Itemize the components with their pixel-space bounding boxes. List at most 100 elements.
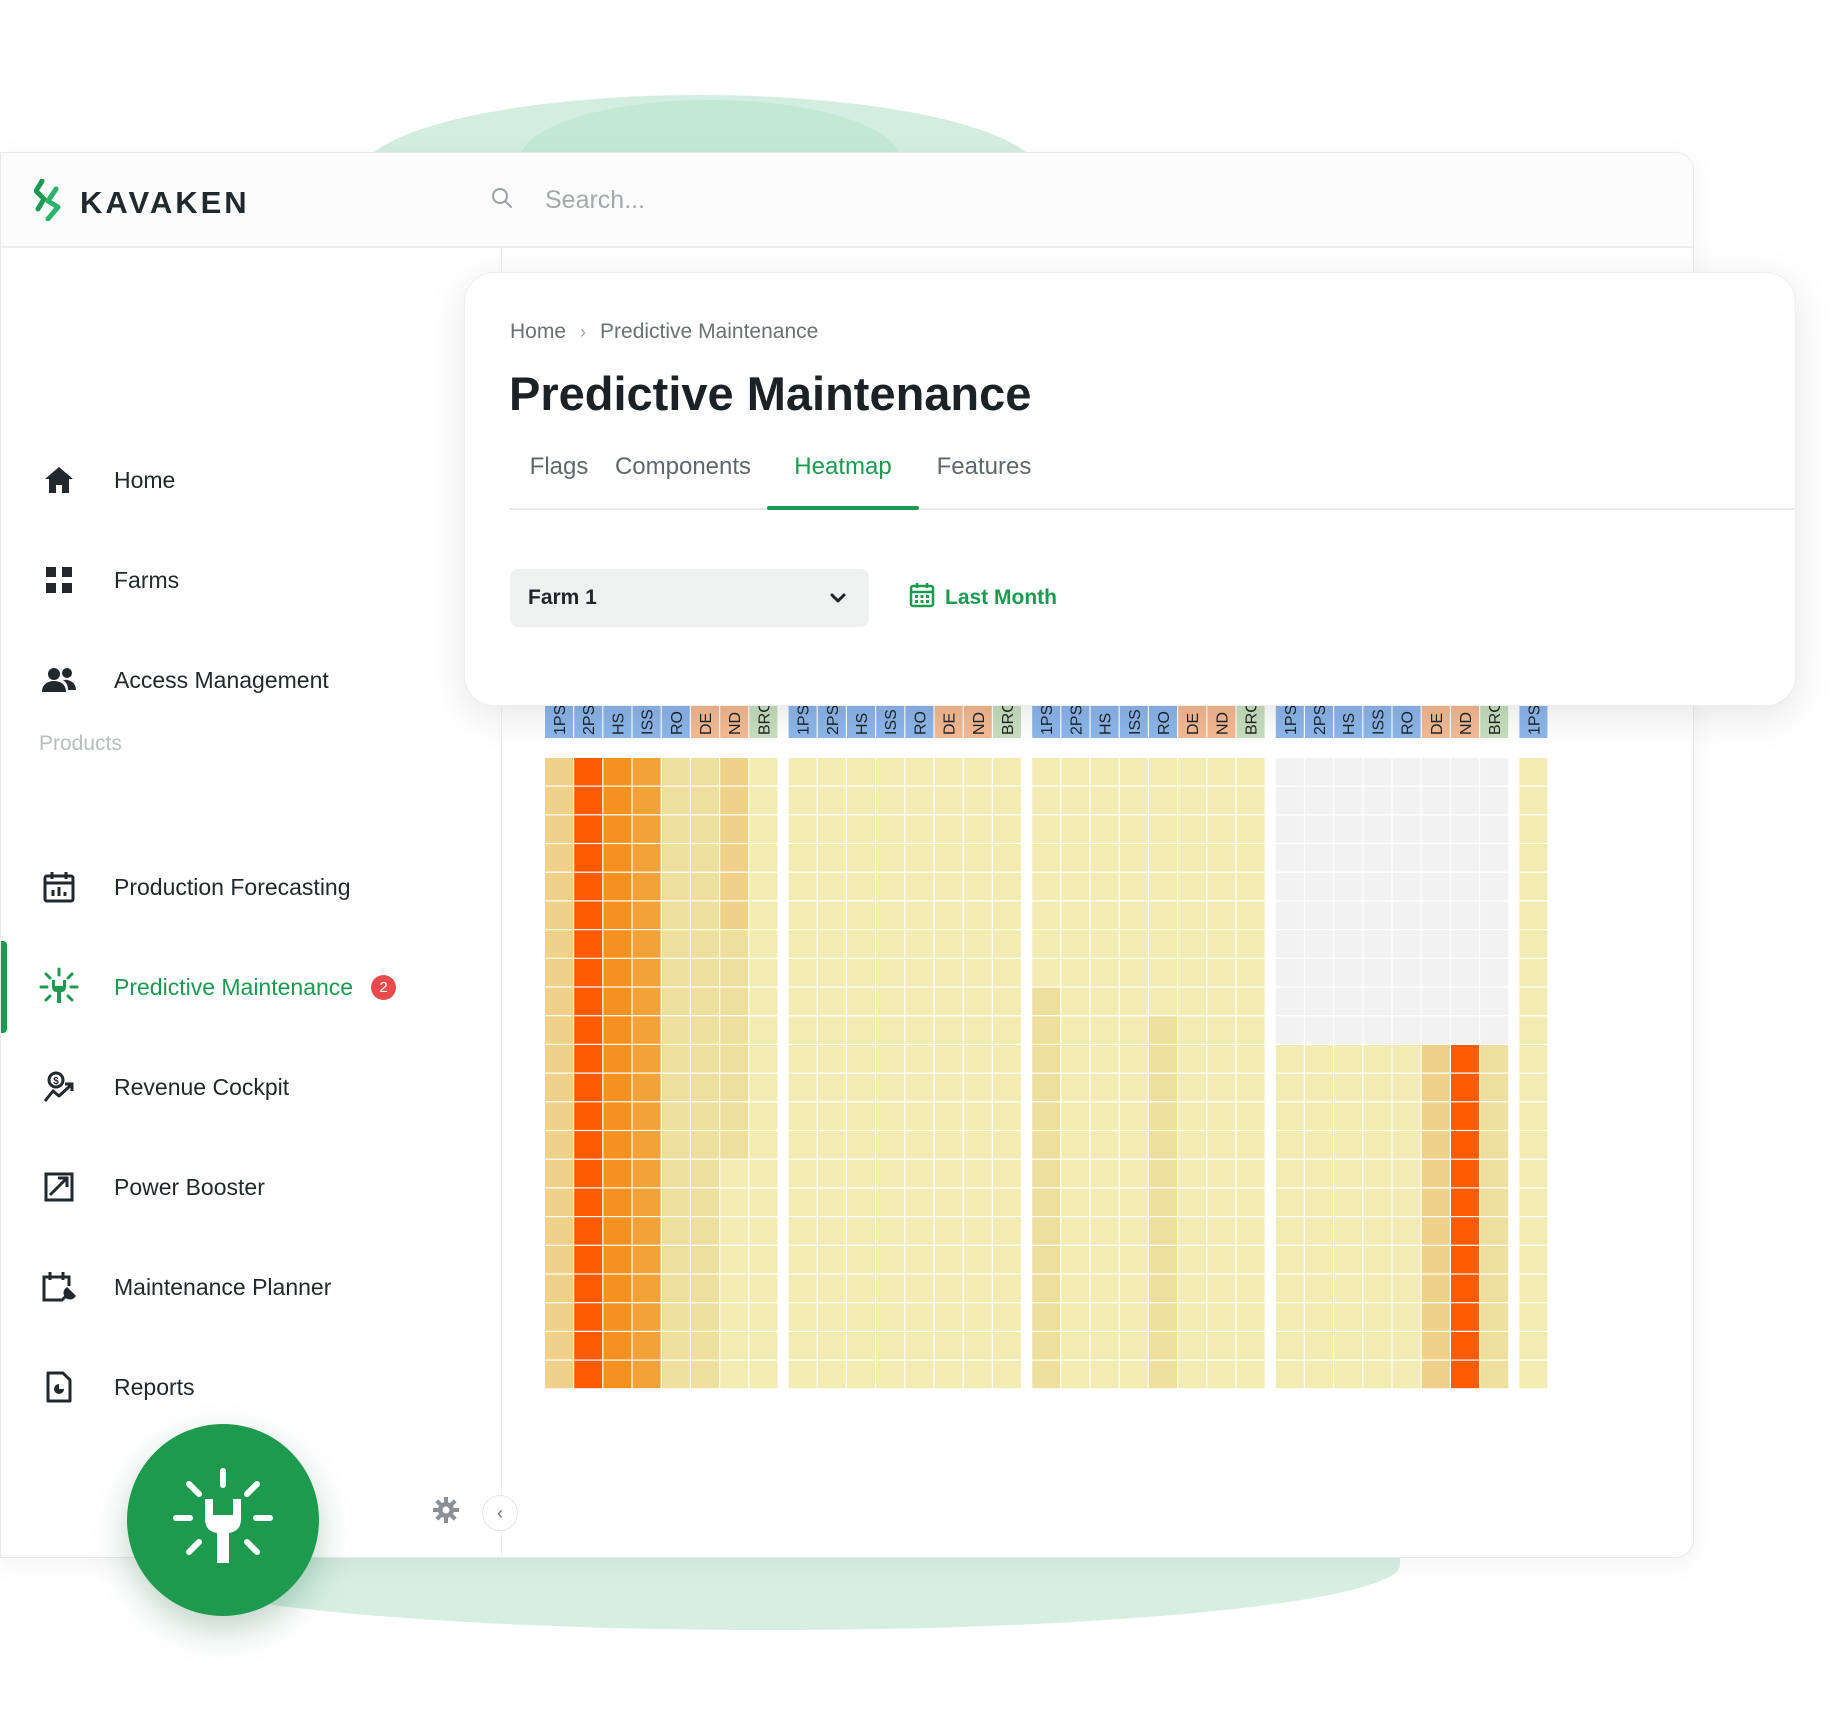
heatmap-cell[interactable]: [934, 1303, 963, 1331]
heatmap-cell[interactable]: [1119, 1332, 1148, 1360]
heatmap-cell[interactable]: [632, 786, 661, 815]
heatmap-cell[interactable]: [1334, 1217, 1363, 1245]
heatmap-cell[interactable]: [1236, 1045, 1265, 1073]
heatmap-cell[interactable]: [1119, 1073, 1148, 1102]
heatmap-cell[interactable]: [1207, 844, 1236, 872]
heatmap-cell[interactable]: [905, 758, 934, 786]
heatmap-cell[interactable]: [1451, 1332, 1479, 1360]
heatmap-cell[interactable]: [1334, 901, 1363, 930]
heatmap-cell[interactable]: [1334, 815, 1363, 843]
heatmap-cell[interactable]: [720, 844, 749, 872]
heatmap-cell[interactable]: [720, 872, 749, 901]
heatmap-cell[interactable]: [545, 844, 573, 872]
heatmap-cell[interactable]: [1363, 1332, 1392, 1360]
heatmap-cell[interactable]: [993, 1217, 1021, 1245]
heatmap-cell[interactable]: [1032, 758, 1061, 786]
heatmap-cell[interactable]: [632, 1016, 661, 1044]
heatmap-cell[interactable]: [1363, 1360, 1392, 1389]
heatmap-cell[interactable]: [632, 1045, 661, 1073]
heatmap-cell[interactable]: [1363, 1045, 1392, 1073]
heatmap-cell[interactable]: [1363, 1303, 1392, 1331]
heatmap-cell[interactable]: [1207, 1360, 1236, 1389]
heatmap-cell[interactable]: [1178, 1217, 1207, 1245]
sidebar-item-reports[interactable]: Reports: [1, 1354, 481, 1420]
heatmap-cell[interactable]: [1519, 872, 1548, 901]
heatmap-cell[interactable]: [1305, 901, 1333, 930]
heatmap-cell[interactable]: [847, 987, 875, 1016]
heatmap-cell[interactable]: [963, 1131, 992, 1159]
heatmap-cell[interactable]: [1032, 872, 1061, 901]
heatmap-cell[interactable]: [1480, 1303, 1509, 1331]
heatmap-cell[interactable]: [545, 1131, 573, 1159]
heatmap-cell[interactable]: [905, 815, 934, 843]
heatmap-cell[interactable]: [1275, 758, 1304, 786]
heatmap-cell[interactable]: [574, 758, 603, 786]
heatmap-cell[interactable]: [574, 1045, 603, 1073]
heatmap-cell[interactable]: [603, 1016, 632, 1044]
heatmap-cell[interactable]: [574, 786, 603, 815]
heatmap-cell[interactable]: [876, 815, 905, 843]
heatmap-cell[interactable]: [1519, 786, 1548, 815]
heatmap-cell[interactable]: [1090, 844, 1119, 872]
heatmap-cell[interactable]: [1334, 872, 1363, 901]
heatmap-cell[interactable]: [1178, 1303, 1207, 1331]
heatmap-cell[interactable]: [749, 1360, 778, 1389]
heatmap-cell[interactable]: [1119, 1016, 1148, 1044]
heatmap-cell[interactable]: [1236, 1016, 1265, 1044]
heatmap-cell[interactable]: [1061, 1102, 1090, 1130]
heatmap-cell[interactable]: [1032, 1360, 1061, 1389]
heatmap-cell[interactable]: [1519, 958, 1548, 987]
heatmap-cell[interactable]: [934, 1073, 963, 1102]
heatmap-cell[interactable]: [905, 1159, 934, 1188]
heatmap-cell[interactable]: [1392, 1360, 1421, 1389]
date-range-button[interactable]: Last Month: [909, 569, 1057, 627]
heatmap-cell[interactable]: [691, 758, 719, 786]
heatmap-cell[interactable]: [661, 1159, 690, 1188]
heatmap-cell[interactable]: [993, 1159, 1021, 1188]
heatmap-cell[interactable]: [545, 1102, 573, 1130]
heatmap-cell[interactable]: [1061, 987, 1090, 1016]
heatmap-cell[interactable]: [905, 1217, 934, 1245]
heatmap-cell[interactable]: [1149, 1159, 1177, 1188]
heatmap-cell[interactable]: [661, 815, 690, 843]
heatmap-cell[interactable]: [1363, 872, 1392, 901]
heatmap-cell[interactable]: [545, 1245, 573, 1274]
heatmap-cell[interactable]: [1207, 1131, 1236, 1159]
heatmap-cell[interactable]: [993, 815, 1021, 843]
heatmap-cell[interactable]: [1480, 872, 1509, 901]
heatmap-cell[interactable]: [1119, 815, 1148, 843]
heatmap-cell[interactable]: [749, 958, 778, 987]
heatmap-cell[interactable]: [993, 901, 1021, 930]
heatmap-cell[interactable]: [1032, 1274, 1061, 1303]
heatmap-cell[interactable]: [1519, 930, 1548, 958]
heatmap-cell[interactable]: [545, 901, 573, 930]
heatmap-cell[interactable]: [817, 872, 846, 901]
heatmap-cell[interactable]: [1451, 901, 1479, 930]
heatmap-cell[interactable]: [963, 844, 992, 872]
heatmap-cell[interactable]: [1207, 901, 1236, 930]
heatmap-cell[interactable]: [1061, 1188, 1090, 1217]
heatmap-cell[interactable]: [1363, 1159, 1392, 1188]
heatmap-cell[interactable]: [720, 1360, 749, 1389]
heatmap-cell[interactable]: [1392, 1332, 1421, 1360]
heatmap-cell[interactable]: [545, 1217, 573, 1245]
heatmap-cell[interactable]: [876, 1188, 905, 1217]
heatmap-cell[interactable]: [817, 1188, 846, 1217]
heatmap-cell[interactable]: [661, 930, 690, 958]
heatmap-cell[interactable]: [1451, 958, 1479, 987]
heatmap-cell[interactable]: [1451, 930, 1479, 958]
heatmap-cell[interactable]: [1236, 901, 1265, 930]
heatmap-cell[interactable]: [632, 1131, 661, 1159]
heatmap-cell[interactable]: [1090, 987, 1119, 1016]
heatmap-cell[interactable]: [817, 844, 846, 872]
heatmap-cell[interactable]: [876, 1073, 905, 1102]
heatmap-cell[interactable]: [1305, 1303, 1333, 1331]
heatmap-cell[interactable]: [632, 901, 661, 930]
heatmap-cell[interactable]: [603, 1131, 632, 1159]
heatmap-cell[interactable]: [1519, 1217, 1548, 1245]
heatmap-cell[interactable]: [1178, 758, 1207, 786]
heatmap-cell[interactable]: [1519, 758, 1548, 786]
heatmap-cell[interactable]: [1032, 1332, 1061, 1360]
heatmap-cell[interactable]: [1236, 958, 1265, 987]
tab-heatmap[interactable]: Heatmap: [767, 453, 919, 510]
